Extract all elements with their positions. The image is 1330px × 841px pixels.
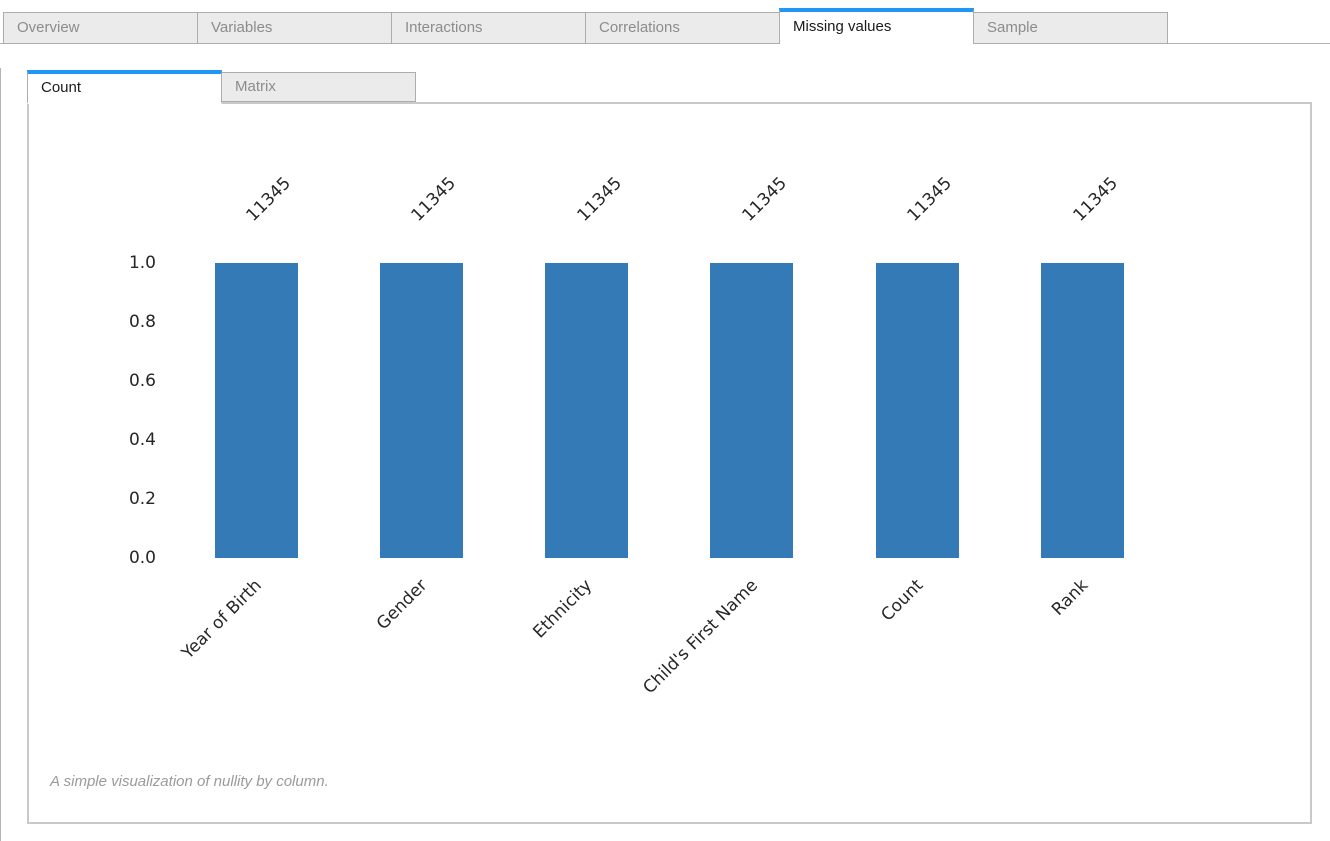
tab-variables[interactable]: Variables [197, 12, 392, 44]
x-axis-label: Count [877, 575, 927, 626]
y-axis-tick-label: 0.0 [128, 548, 156, 568]
bar [379, 263, 463, 558]
y-axis-tick-label: 0.8 [128, 312, 156, 332]
tab-missing-values[interactable]: Missing values [779, 8, 974, 44]
count-panel: 1.0 0.8 0.6 0.4 0.2 0.0 11345 Year of Birth 1134… [27, 102, 1312, 824]
bar-count-label: 11345 [407, 173, 461, 226]
x-axis-label: Rank [1048, 575, 1093, 620]
y-axis-tick-label: 0.4 [128, 430, 156, 450]
subtab-matrix[interactable]: Matrix [221, 72, 416, 102]
bar [875, 263, 959, 558]
bar-count-label: 11345 [1069, 173, 1122, 226]
nullity-bar-chart: 1.0 0.8 0.6 0.4 0.2 0.0 11345 Year of Birth 1134… [29, 104, 1310, 822]
x-axis-label: Gender [372, 575, 432, 635]
y-axis-tick-label: 0.2 [128, 489, 156, 509]
bar [545, 263, 629, 558]
x-axis-label: Child's First Name [639, 575, 762, 699]
y-axis-tick-label: 0.6 [128, 371, 156, 391]
bar-count-label: 11345 [573, 173, 626, 226]
x-axis-label: Year of Birth [178, 575, 266, 664]
subtab-count[interactable]: Count [27, 70, 222, 104]
tab-sample[interactable]: Sample [973, 12, 1168, 44]
tab-interactions[interactable]: Interactions [391, 12, 586, 44]
x-axis-label: Ethnicity [529, 575, 597, 643]
bar-count-label: 11345 [903, 173, 957, 226]
missing-values-tab-content: Count Matrix 1.0 0.8 0.6 0.4 0.2 0.0 11345 Year … [0, 68, 1330, 841]
main-tab-bar: Overview Variables Interactions Correlation… [0, 8, 1330, 44]
bar [1041, 263, 1124, 558]
y-axis-tick-label: 1.0 [128, 253, 156, 273]
bar-count-label: 11345 [242, 173, 295, 226]
tab-correlations[interactable]: Correlations [585, 12, 780, 44]
chart-caption: A simple visualization of nullity by col… [50, 773, 329, 790]
tab-overview[interactable]: Overview [3, 12, 198, 44]
bar-count-label: 11345 [738, 173, 791, 226]
bar [214, 263, 298, 558]
bar [710, 263, 794, 558]
missing-values-sub-tab-bar: Count Matrix [27, 68, 1330, 104]
